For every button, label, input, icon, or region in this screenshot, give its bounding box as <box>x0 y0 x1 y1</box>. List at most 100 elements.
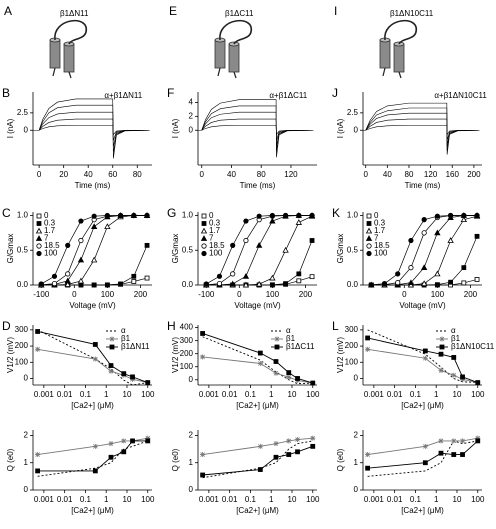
marker <box>274 344 280 350</box>
legend-label: α <box>121 326 126 335</box>
helix <box>393 43 405 73</box>
panel-letter: A <box>4 4 12 18</box>
marker <box>451 355 457 360</box>
legend-label: β1 <box>451 334 461 343</box>
marker <box>91 213 97 219</box>
x-tick-label: 0.001 <box>199 495 220 504</box>
series-line <box>202 437 313 455</box>
y-tick-label: 200 <box>180 349 194 358</box>
marker <box>200 354 206 360</box>
x-tick-label: 80 <box>257 170 266 179</box>
y-tick-label: 100 <box>180 362 194 371</box>
panel-letter: C <box>2 206 11 220</box>
marker <box>200 227 208 234</box>
marker <box>438 351 444 357</box>
x-tick-label: 1 <box>269 390 274 399</box>
marker <box>144 275 150 281</box>
y-tick-label: 200 <box>15 341 29 350</box>
marker <box>309 238 315 243</box>
x-axis-label: Time (ms) <box>405 181 441 190</box>
marker <box>145 438 151 444</box>
x-axis-label: Time (ms) <box>240 181 276 190</box>
y-tick-label: 300 <box>180 336 194 345</box>
marker <box>35 452 41 458</box>
y-tick-label: 0 <box>189 375 194 384</box>
marker <box>108 441 114 447</box>
marker <box>461 212 467 219</box>
cartoon-title: β1ΔN11 <box>60 9 89 18</box>
x-tick-label: 0.1 <box>80 495 92 504</box>
marker <box>474 233 480 239</box>
marker <box>295 219 302 225</box>
series-line <box>33 118 150 141</box>
x-tick-label: 10 <box>453 495 462 504</box>
legend-label: α <box>451 326 456 335</box>
marker <box>92 342 98 347</box>
x-tick-label: 40 <box>227 170 236 179</box>
x-tick-label: -100 <box>33 290 50 299</box>
x-tick-label: 80 <box>405 170 414 179</box>
series-line <box>198 111 314 147</box>
series-line <box>367 440 478 477</box>
marker <box>296 278 302 284</box>
tail <box>398 71 402 79</box>
series-line <box>367 348 478 384</box>
marker <box>366 221 372 226</box>
marker <box>90 223 98 229</box>
marker <box>201 250 207 257</box>
y-tick-label: 2.5 <box>17 108 29 117</box>
legend-label: 7 <box>374 234 379 243</box>
x-tick-label: 10 <box>123 390 132 399</box>
marker <box>51 273 58 279</box>
x-tick-label: 120 <box>424 170 438 179</box>
marker <box>461 280 467 286</box>
series-line <box>202 445 313 476</box>
x-axis-label: Voltage (mV) <box>234 301 281 310</box>
marker <box>92 468 98 474</box>
marker <box>434 270 441 277</box>
marker <box>35 346 41 352</box>
legend-label: 18.5 <box>44 241 60 250</box>
marker <box>203 281 209 287</box>
marker <box>310 380 316 386</box>
marker <box>35 235 43 241</box>
x-tick-label: 0.1 <box>410 390 422 399</box>
marker <box>282 246 289 253</box>
marker <box>121 438 127 444</box>
marker <box>460 374 465 380</box>
panel-letter: E <box>169 4 177 18</box>
y-tick-label: 1.0 <box>347 211 359 220</box>
marker <box>77 256 85 263</box>
marker <box>310 443 316 449</box>
y-tick-label: 0 <box>354 485 359 494</box>
marker <box>451 452 457 457</box>
marker <box>381 281 388 287</box>
marker <box>200 452 206 458</box>
y-axis-label: I (nA) <box>6 118 15 138</box>
marker <box>257 467 263 472</box>
x-tick-label: 0 <box>237 290 242 299</box>
series-line <box>202 356 313 384</box>
marker <box>310 435 316 441</box>
loop <box>219 19 252 45</box>
marker <box>283 281 288 287</box>
marker <box>434 213 440 219</box>
marker <box>420 280 428 287</box>
series-line <box>37 440 148 477</box>
marker <box>36 250 42 257</box>
x-tick-label: 10 <box>288 390 297 399</box>
legend-label: 1.7 <box>44 226 56 235</box>
series-line <box>202 333 313 384</box>
marker <box>420 264 428 271</box>
marker <box>36 213 42 219</box>
series-line <box>198 125 314 136</box>
y-tick-label: 0.5 <box>17 245 29 254</box>
series-line <box>202 336 313 385</box>
x-tick-label: 10 <box>453 390 462 399</box>
x-tick-label: 0 <box>363 170 368 179</box>
x-tick-label: 1 <box>434 495 439 504</box>
marker <box>91 282 97 288</box>
marker <box>365 335 371 341</box>
y-tick-label: 1.0 <box>182 211 194 220</box>
x-tick-label: 200 <box>134 290 148 299</box>
